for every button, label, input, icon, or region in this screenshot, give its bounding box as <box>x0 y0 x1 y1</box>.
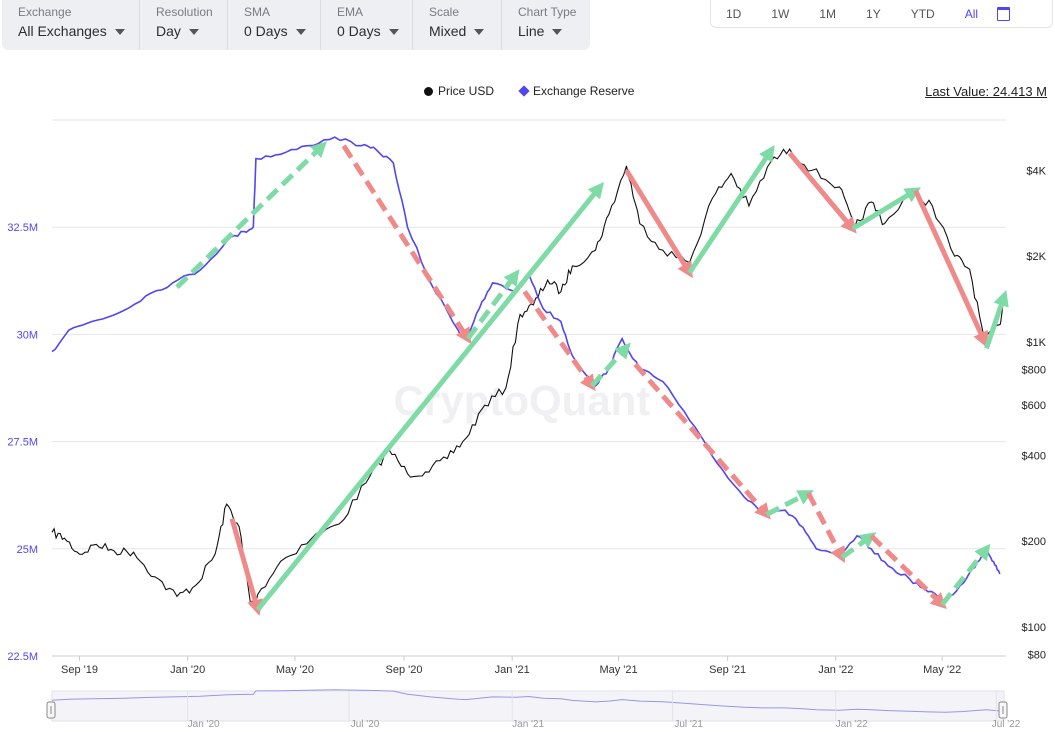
trend-arrow-up <box>984 289 1009 350</box>
chart-toolbar: Exchange All Exchanges Resolution Day SM… <box>2 0 590 50</box>
x-tick-label: Jan '22 <box>818 664 853 676</box>
y-left-tick-label: 30M <box>17 329 38 341</box>
y-right-tick-label: $2K <box>1026 251 1046 263</box>
trend-arrow-down <box>869 534 947 609</box>
trend-arrow-up <box>840 532 877 560</box>
trend-arrow-up <box>851 187 922 231</box>
trend-arrow-down <box>341 144 472 345</box>
y-right-tick-label: $600 <box>1022 400 1046 412</box>
legend-label-reserve: Exchange Reserve <box>533 84 635 98</box>
trend-arrow-down <box>806 491 845 564</box>
y-right-tick-label: $400 <box>1022 450 1046 462</box>
navigator-tick-label: Jul '22 <box>992 719 1021 730</box>
ema-value: 0 Days <box>337 23 381 39</box>
exchange-select[interactable]: Exchange All Exchanges <box>2 0 140 50</box>
last-value: Last Value: 24.413 M <box>925 84 1047 99</box>
chart-type-select[interactable]: Chart Type Line <box>502 0 590 50</box>
chevron-down-icon <box>388 28 399 35</box>
navigator-tick-label: Jul '21 <box>674 719 703 730</box>
diamond-marker-icon <box>518 85 530 97</box>
chevron-down-icon <box>295 28 306 35</box>
y-right-tick-label: $80 <box>1028 650 1046 662</box>
y-right-tick-label: $800 <box>1022 365 1046 377</box>
circle-marker-icon <box>424 86 433 96</box>
series-reserve-line <box>51 136 1001 602</box>
scale-value: Mixed <box>429 23 467 39</box>
y-left-tick-label: 27.5M <box>7 437 38 449</box>
trend-arrow-up <box>590 342 631 388</box>
trend-arrow-up <box>255 181 604 612</box>
trend-arrow-up <box>175 141 328 290</box>
trend-arrow-up <box>687 145 775 275</box>
trend-arrow-down <box>913 189 989 348</box>
ema-select[interactable]: EMA 0 Days <box>321 0 413 50</box>
x-tick-label: May '22 <box>923 664 961 676</box>
y-left-tick-label: 25M <box>17 544 38 556</box>
x-tick-label: Sep '19 <box>61 664 98 676</box>
chart-type-value: Line <box>518 23 545 39</box>
range-button-1d[interactable]: 1D <box>726 6 742 21</box>
chevron-down-icon <box>474 28 485 35</box>
exchange-label: Exchange <box>18 5 72 19</box>
range-button-1m[interactable]: 1M <box>819 6 837 21</box>
calendar-icon[interactable] <box>997 6 1011 21</box>
trend-arrow-up <box>940 543 991 607</box>
trend-arrow-down <box>787 151 857 234</box>
sma-label: SMA <box>244 5 271 19</box>
range-button-1y[interactable]: 1Y <box>866 6 881 21</box>
chevron-down-icon <box>114 28 125 35</box>
x-tick-label: Jan '20 <box>170 664 205 676</box>
navigator-track <box>51 690 1005 722</box>
chevron-down-icon <box>188 28 199 35</box>
chart-type-label: Chart Type <box>518 5 577 19</box>
range-button-ytd[interactable]: YTD <box>910 6 935 21</box>
time-range-selector: 1D 1W 1M 1Y YTD All <box>710 0 1053 28</box>
trend-arrow-down <box>229 517 263 616</box>
series-price-line <box>51 148 1005 607</box>
legend-item-price[interactable]: Price USD <box>424 84 494 98</box>
resolution-select[interactable]: Resolution Day <box>140 0 228 50</box>
trend-arrow-up <box>465 269 520 341</box>
scale-select[interactable]: Scale Mixed <box>413 0 502 50</box>
navigator-tick-label: Jul '20 <box>351 719 380 730</box>
range-button-all[interactable]: All <box>964 6 979 21</box>
x-tick-label: May '21 <box>599 664 637 676</box>
navigator-tick-label: Jan '20 <box>188 719 220 730</box>
legend-item-reserve[interactable]: Exchange Reserve <box>518 84 635 98</box>
x-tick-label: Jan '21 <box>495 664 530 676</box>
chart-legend: Price USD Exchange Reserve <box>424 84 634 98</box>
ema-label: EMA <box>337 5 364 19</box>
range-button-1w[interactable]: 1W <box>771 6 790 21</box>
trend-arrow-down <box>624 169 693 279</box>
sma-value: 0 Days <box>244 23 288 39</box>
x-tick-label: May '20 <box>276 664 314 676</box>
scale-label: Scale <box>429 5 460 19</box>
resolution-value: Day <box>156 23 181 39</box>
navigator-tick-label: Jan '22 <box>836 719 868 730</box>
resolution-label: Resolution <box>156 5 213 19</box>
y-right-tick-label: $200 <box>1022 536 1046 548</box>
navigator-handle-left[interactable] <box>46 701 56 719</box>
y-right-tick-label: $4K <box>1026 165 1046 177</box>
x-tick-label: Sep '20 <box>386 664 423 676</box>
exchange-value: All Exchanges <box>18 23 107 39</box>
navigator-series <box>51 689 1000 713</box>
trend-arrow-down <box>522 290 596 392</box>
legend-label-price: Price USD <box>438 84 495 98</box>
navigator-handle-right[interactable] <box>998 701 1008 719</box>
x-tick-label: Sep '21 <box>709 664 746 676</box>
sma-select[interactable]: SMA 0 Days <box>228 0 321 50</box>
trend-arrow-down <box>633 362 771 520</box>
y-left-tick-label: 22.5M <box>7 651 38 663</box>
chevron-down-icon <box>552 28 563 35</box>
y-left-tick-label: 32.5M <box>7 222 38 234</box>
watermark: CryptoQuant <box>394 377 651 424</box>
y-right-tick-label: $1K <box>1026 337 1046 349</box>
trend-arrow-up <box>765 490 814 517</box>
navigator-tick-label: Jan '21 <box>512 719 544 730</box>
y-right-tick-label: $100 <box>1022 622 1046 634</box>
